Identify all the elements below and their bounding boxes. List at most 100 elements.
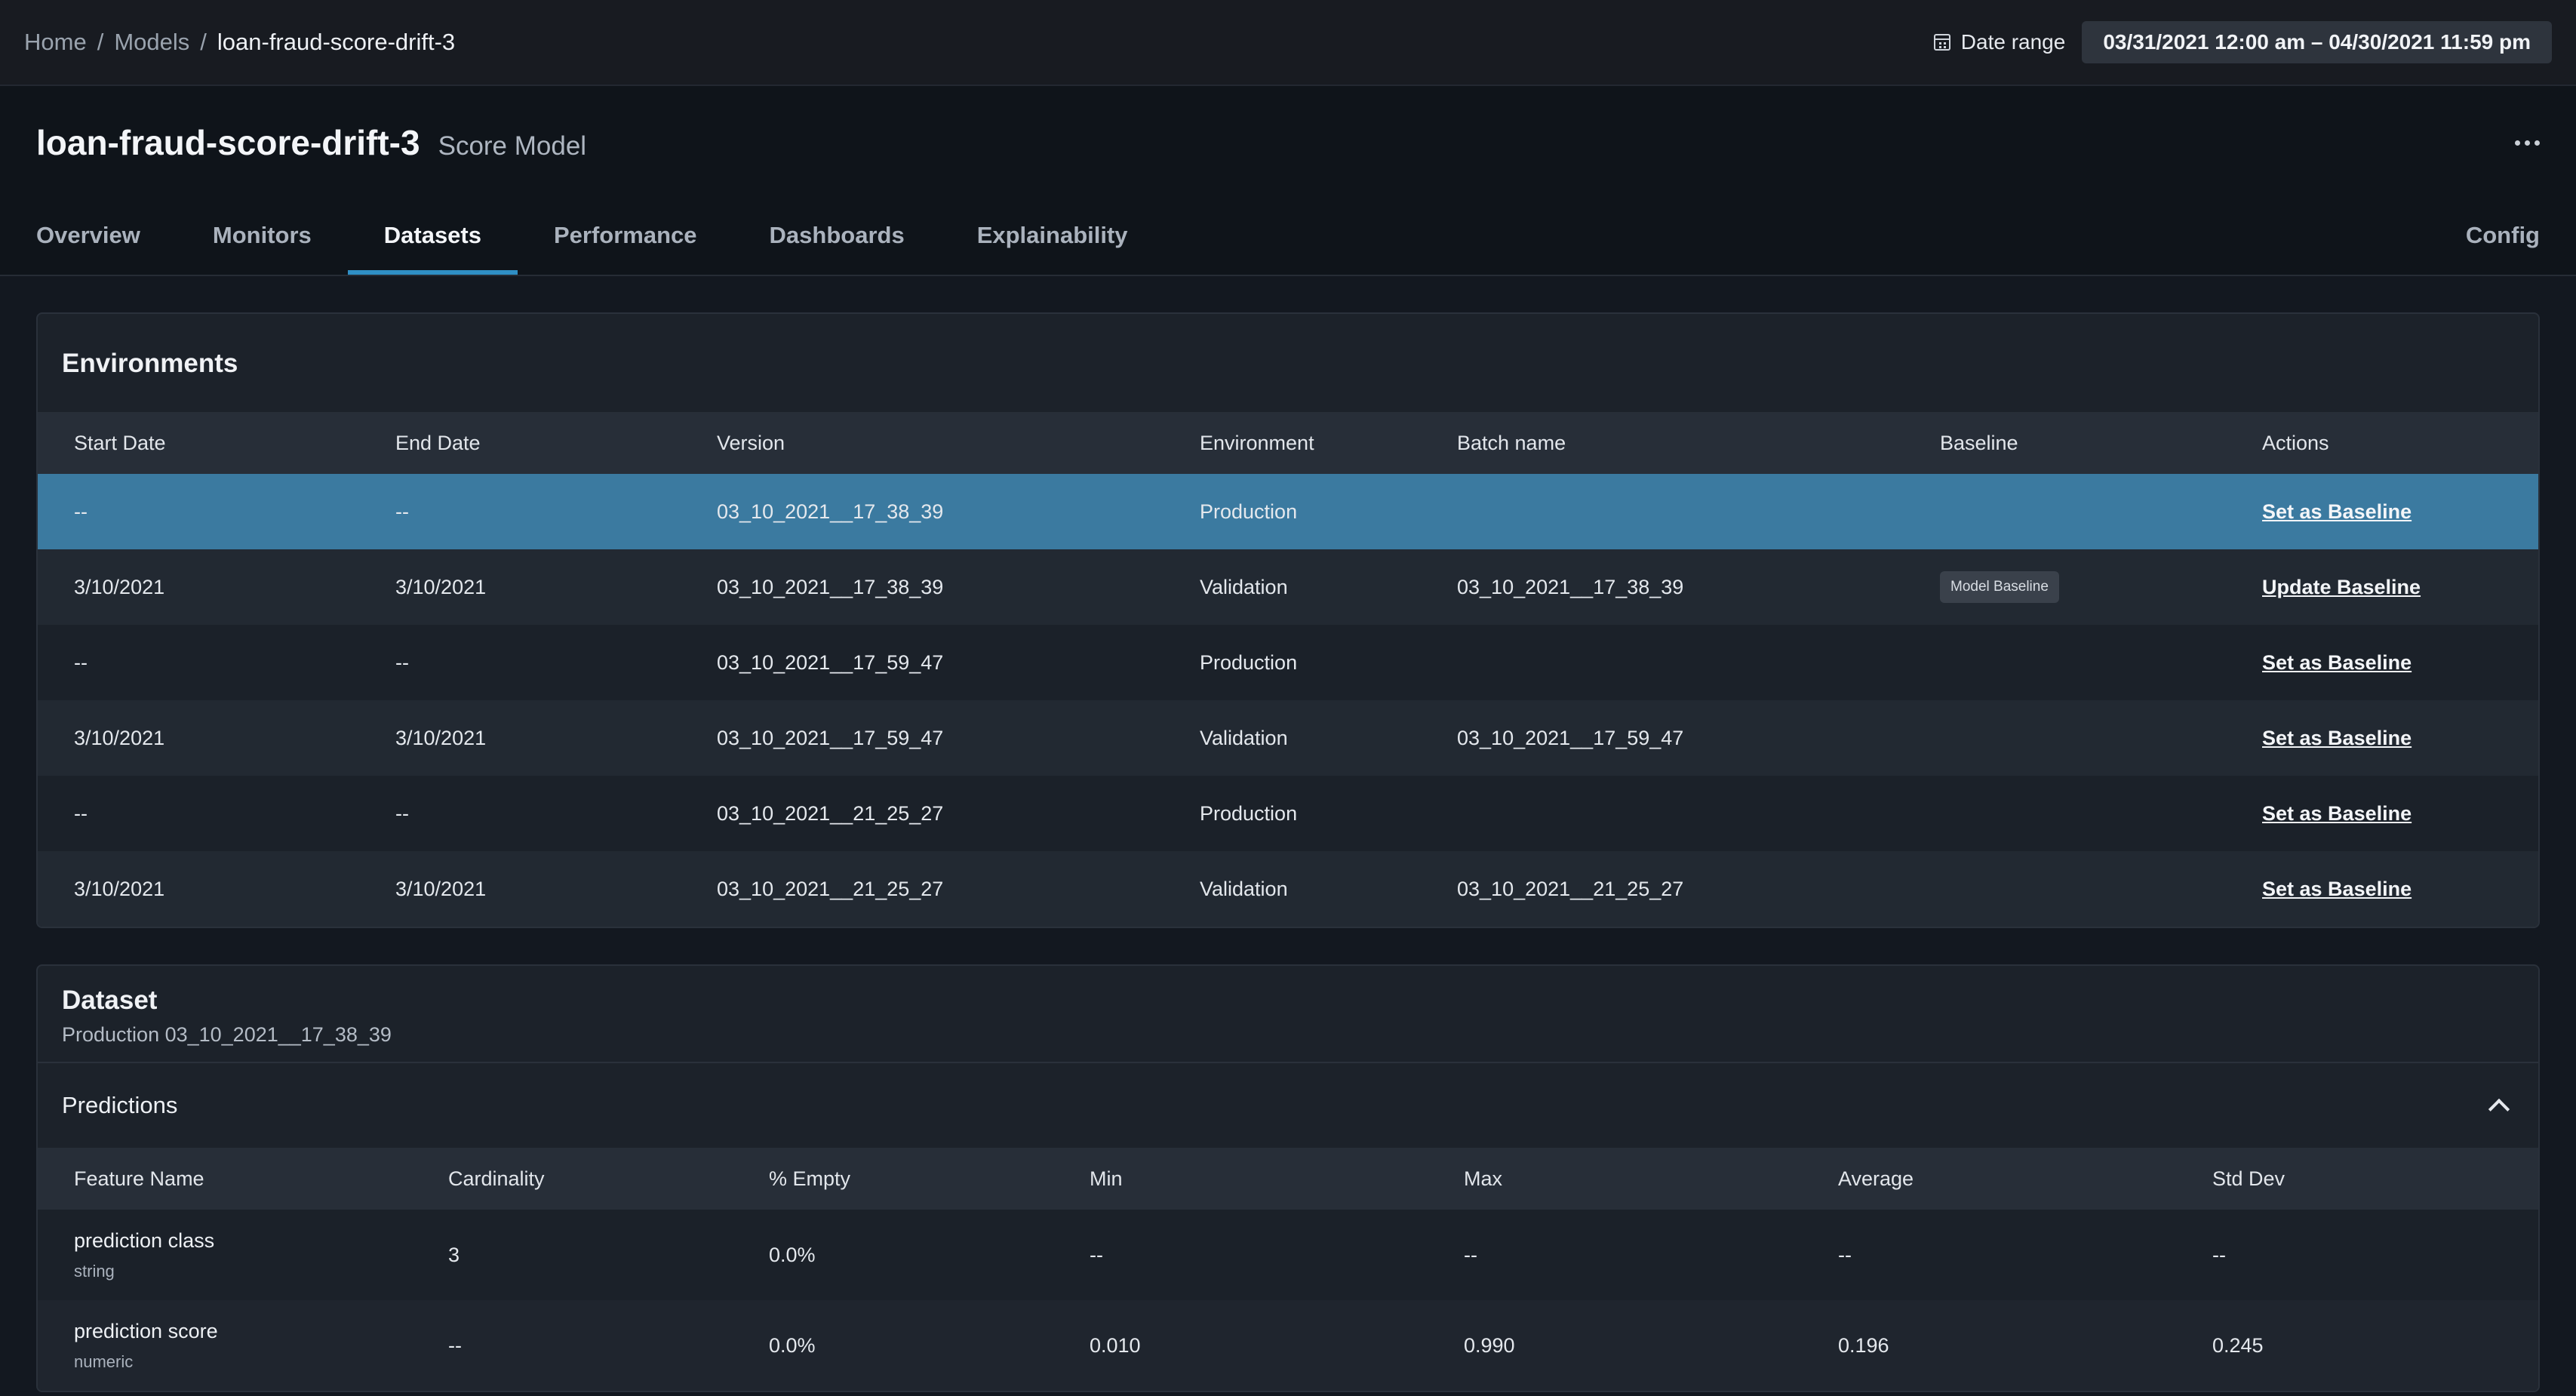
table-row[interactable]: -- -- 03_10_2021__21_25_27 Production Se… [38, 776, 2538, 851]
cell-batch-name [1421, 776, 1904, 851]
cell-version: 03_10_2021__17_59_47 [681, 625, 1164, 700]
breadcrumb-current: loan-fraud-score-drift-3 [217, 29, 456, 55]
date-range-label-group: Date range [1933, 30, 2066, 54]
table-row[interactable]: -- -- 03_10_2021__17_38_39 Production Se… [38, 474, 2538, 549]
tab-datasets[interactable]: Datasets [347, 222, 518, 275]
set-as-baseline-link[interactable]: Set as Baseline [2262, 877, 2412, 900]
column-header-environment: Environment [1164, 412, 1421, 474]
column-header-version: Version [681, 412, 1164, 474]
feature-type: string [74, 1261, 115, 1281]
set-as-baseline-link[interactable]: Set as Baseline [2262, 500, 2412, 523]
table-header-row: Start Date End Date Version Environment … [38, 412, 2538, 474]
cell-baseline [1904, 776, 2226, 851]
cell-std-dev: -- [2176, 1210, 2538, 1300]
breadcrumb-home[interactable]: Home [24, 29, 87, 55]
tab-explainability[interactable]: Explainability [976, 222, 1128, 248]
column-header-baseline: Baseline [1904, 412, 2226, 474]
table-row: prediction score numeric -- 0.0% 0.010 0… [38, 1300, 2538, 1391]
environments-title: Environments [62, 349, 238, 378]
cell-min: 0.010 [1053, 1300, 1428, 1391]
date-range-button[interactable]: 03/31/2021 12:00 am – 04/30/2021 11:59 p… [2082, 21, 2552, 63]
column-header-max: Max [1428, 1148, 1802, 1210]
column-header-average: Average [1802, 1148, 2176, 1210]
cell-max: -- [1428, 1210, 1802, 1300]
cell-end-date: -- [359, 776, 681, 851]
predictions-section-header[interactable]: Predictions [38, 1063, 2538, 1148]
tab-monitors[interactable]: Monitors [212, 222, 312, 248]
table-row[interactable]: 3/10/2021 3/10/2021 03_10_2021__17_38_39… [38, 549, 2538, 625]
cell-actions: Update Baseline [2226, 549, 2538, 625]
table-row[interactable]: 3/10/2021 3/10/2021 03_10_2021__17_59_47… [38, 700, 2538, 776]
date-range-picker: Date range 03/31/2021 12:00 am – 04/30/2… [1933, 21, 2552, 63]
set-as-baseline-link[interactable]: Set as Baseline [2262, 650, 2412, 674]
dataset-title: Dataset [62, 986, 158, 1015]
top-bar: Home / Models / loan-fraud-score-drift-3… [0, 0, 2576, 86]
cell-end-date: 3/10/2021 [359, 851, 681, 927]
more-options-icon[interactable] [2515, 133, 2540, 153]
cell-average: 0.196 [1802, 1300, 2176, 1391]
set-as-baseline-link[interactable]: Set as Baseline [2262, 801, 2412, 825]
cell-cardinality: 3 [412, 1210, 733, 1300]
model-header: loan-fraud-score-drift-3 Score Model Ove… [0, 86, 2576, 276]
chevron-up-icon[interactable] [2488, 1098, 2510, 1121]
column-header-actions: Actions [2226, 412, 2538, 474]
cell-baseline [1904, 474, 2226, 549]
tab-config[interactable]: Config [2465, 222, 2540, 248]
cell-version: 03_10_2021__17_59_47 [681, 700, 1164, 776]
cell-percent-empty: 0.0% [733, 1210, 1053, 1300]
cell-batch-name: 03_10_2021__17_38_39 [1421, 549, 1904, 625]
model-type-label: Score Model [438, 131, 587, 161]
cell-end-date: -- [359, 625, 681, 700]
column-header-cardinality: Cardinality [412, 1148, 733, 1210]
table-row[interactable]: -- -- 03_10_2021__17_59_47 Production Se… [38, 625, 2538, 700]
cell-baseline [1904, 851, 2226, 927]
cell-environment: Production [1164, 776, 1421, 851]
cell-average: -- [1802, 1210, 2176, 1300]
cell-environment: Validation [1164, 851, 1421, 927]
set-as-baseline-link[interactable]: Set as Baseline [2262, 726, 2412, 749]
cell-start-date: -- [38, 474, 359, 549]
predictions-title: Predictions [62, 1092, 178, 1118]
cell-batch-name [1421, 625, 1904, 700]
cell-environment: Validation [1164, 700, 1421, 776]
update-baseline-link[interactable]: Update Baseline [2262, 575, 2421, 598]
column-header-min: Min [1053, 1148, 1428, 1210]
tab-dashboards[interactable]: Dashboards [769, 222, 905, 248]
cell-version: 03_10_2021__21_25_27 [681, 776, 1164, 851]
date-range-label: Date range [1960, 30, 2066, 54]
cell-baseline [1904, 625, 2226, 700]
cell-actions: Set as Baseline [2226, 776, 2538, 851]
feature-name: prediction class [74, 1228, 215, 1252]
cell-std-dev: 0.245 [2176, 1300, 2538, 1391]
table-row: prediction class string 3 0.0% -- -- -- … [38, 1210, 2538, 1300]
cell-max: 0.990 [1428, 1300, 1802, 1391]
cell-actions: Set as Baseline [2226, 474, 2538, 549]
cell-actions: Set as Baseline [2226, 700, 2538, 776]
environments-panel: Environments Start Date End Date Version… [36, 312, 2540, 928]
environments-table: Start Date End Date Version Environment … [38, 412, 2538, 927]
tab-overview[interactable]: Overview [36, 222, 140, 248]
column-header-std-dev: Std Dev [2176, 1148, 2538, 1210]
cell-version: 03_10_2021__17_38_39 [681, 549, 1164, 625]
model-baseline-badge: Model Baseline [1940, 571, 2059, 603]
table-row[interactable]: 3/10/2021 3/10/2021 03_10_2021__21_25_27… [38, 851, 2538, 927]
calendar-icon [1933, 34, 1950, 51]
tab-performance[interactable]: Performance [554, 222, 697, 248]
column-header-percent-empty: % Empty [733, 1148, 1053, 1210]
cell-end-date: 3/10/2021 [359, 700, 681, 776]
feature-name: prediction score [74, 1319, 218, 1342]
dataset-header: Dataset Production 03_10_2021__17_38_39 [38, 966, 2538, 1063]
cell-end-date: -- [359, 474, 681, 549]
breadcrumb-models[interactable]: Models [114, 29, 190, 55]
cell-feature-name: prediction score numeric [38, 1300, 412, 1391]
column-header-start-date: Start Date [38, 412, 359, 474]
cell-min: -- [1053, 1210, 1428, 1300]
cell-start-date: -- [38, 625, 359, 700]
cell-baseline: Model Baseline [1904, 549, 2226, 625]
cell-environment: Production [1164, 474, 1421, 549]
page-title: loan-fraud-score-drift-3 [36, 123, 420, 162]
cell-baseline [1904, 700, 2226, 776]
column-header-batch-name: Batch name [1421, 412, 1904, 474]
cell-actions: Set as Baseline [2226, 625, 2538, 700]
tab-bar: Overview Monitors Datasets Performance D… [36, 199, 2540, 275]
